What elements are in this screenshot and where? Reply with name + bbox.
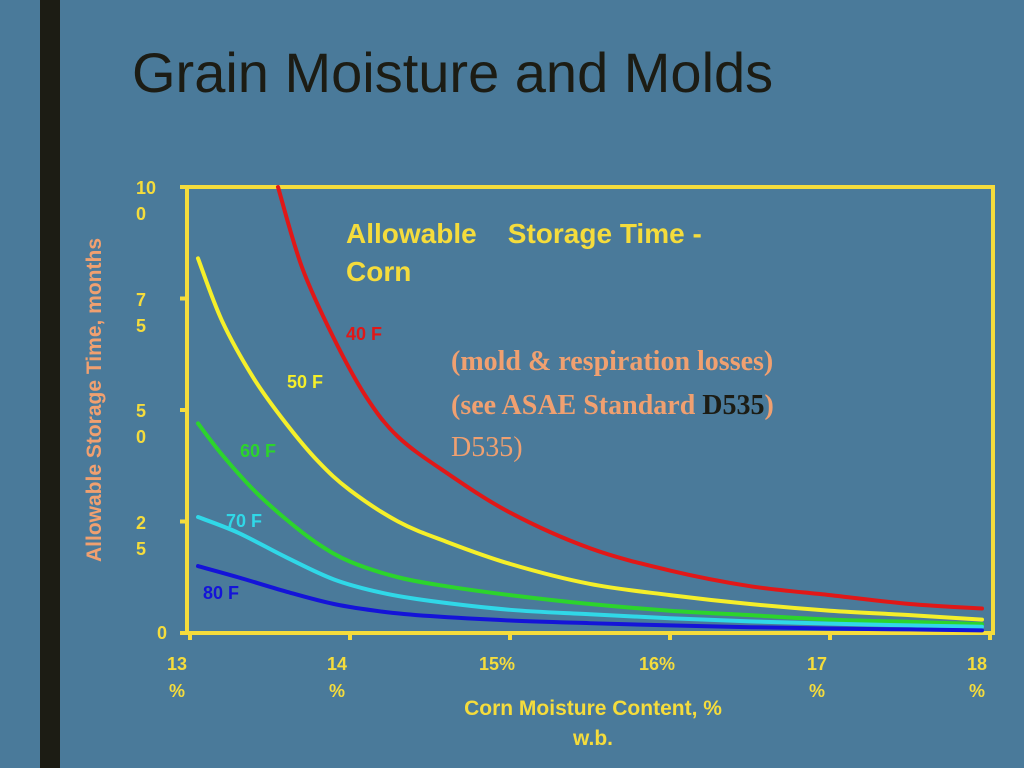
series-line-50f	[196, 256, 984, 622]
x-axis-label-line1: Corn Moisture Content, %	[464, 697, 722, 720]
y-tick-label: 10 0	[136, 178, 157, 224]
x-axis-label-line2: w.b.	[572, 727, 614, 750]
x-tick-label: 18%	[966, 654, 988, 701]
slide-title: Grain Moisture and Molds	[132, 41, 774, 104]
series-line-70f	[196, 515, 984, 629]
series-label: 40 F	[346, 324, 383, 344]
x-tick-label: 16%	[638, 654, 676, 674]
annotation-line2-standard: D535	[702, 390, 765, 421]
chart-title-line2: Corn	[346, 256, 412, 287]
series-line-40f	[276, 185, 984, 611]
annotation-line3: D535)	[451, 432, 523, 463]
y-axis-label: Allowable Storage Time, months	[83, 237, 106, 563]
x-axis-label: Corn Moisture Content, % w.b.	[464, 694, 722, 754]
x-tick-label: 15%	[478, 654, 516, 674]
y-tick-label: 0	[157, 623, 168, 643]
x-tick-label: 14%	[326, 654, 348, 701]
series-label: 50 F	[287, 372, 324, 392]
annotation-line1: (mold & respiration losses)	[451, 346, 774, 377]
series-label: 60 F	[240, 441, 277, 461]
accent-side-bar	[40, 0, 60, 768]
annotation-line2-text: (see ASAE Standard	[451, 390, 703, 421]
series-label: 70 F	[226, 511, 263, 531]
annotation-line2: (see ASAE Standard D535)	[451, 390, 774, 422]
series-line-60f	[196, 421, 984, 627]
series-label: 80 F	[203, 583, 240, 603]
chart-title-line1: Allowable Storage Time -	[346, 218, 702, 249]
chart-title: Allowable Storage Time - Corn	[346, 215, 702, 291]
x-tick-label: 13%	[166, 654, 188, 701]
x-tick-label: 17%	[806, 654, 828, 701]
annotation-line2-end: )	[764, 390, 774, 421]
series-line-80f	[196, 564, 984, 633]
